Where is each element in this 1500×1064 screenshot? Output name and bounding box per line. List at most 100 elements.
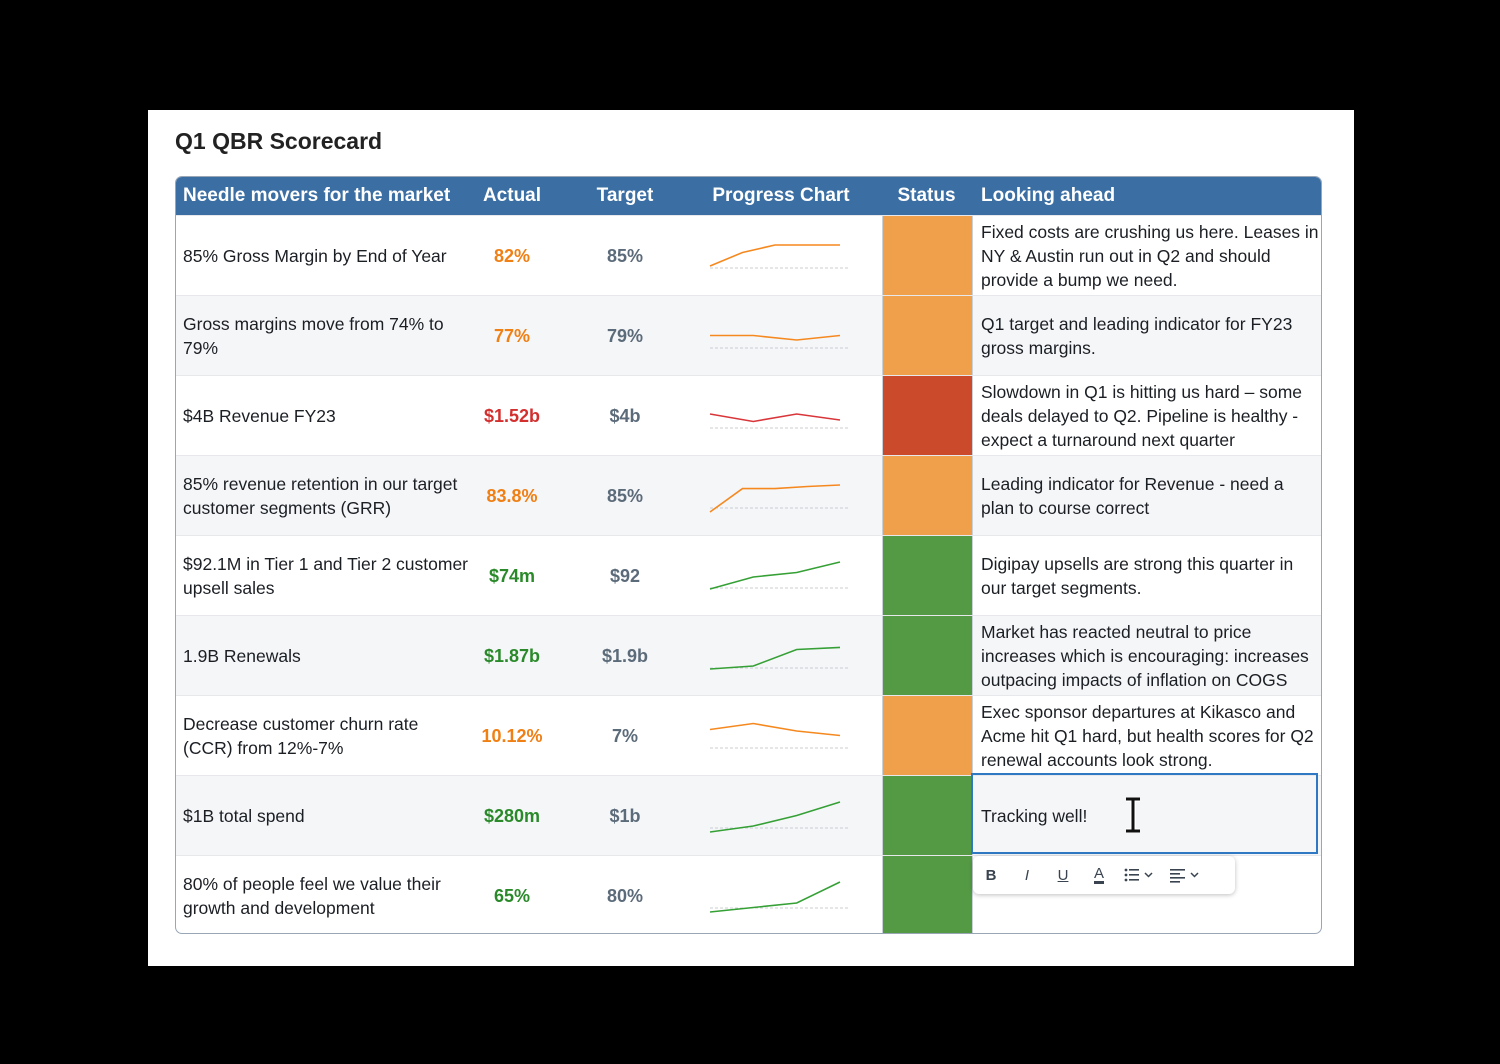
header-metric: Needle movers for the market <box>183 185 451 206</box>
metric-cell[interactable]: 85% Gross Margin by End of Year <box>183 246 447 266</box>
sparkline-chart <box>709 881 848 913</box>
bulleted-list-icon <box>1124 868 1153 882</box>
target-value[interactable]: 7% <box>611 725 638 746</box>
bold-label: B <box>985 866 997 884</box>
target-value[interactable]: $92 <box>609 565 641 586</box>
progress-sparkline <box>681 856 881 933</box>
looking-ahead-cell[interactable]: Digipay upsells are strong this quarter … <box>981 554 1294 598</box>
metric-cell[interactable]: $1B total spend <box>183 806 305 826</box>
progress-sparkline <box>681 536 881 616</box>
metric-cell[interactable]: $4B Revenue FY23 <box>183 406 336 426</box>
metric-cell[interactable]: Decrease customer churn rate (CCR) from … <box>183 714 419 758</box>
progress-sparkline <box>681 696 881 776</box>
target-value[interactable]: $1b <box>609 805 641 826</box>
header-progress-chart: Progress Chart <box>712 185 850 206</box>
table-row: 85% Gross Margin by End of Year 82% 85% Fix… <box>176 215 1321 296</box>
sparkline-chart <box>709 646 848 670</box>
actual-value[interactable]: $1.87b <box>483 645 541 666</box>
align-button[interactable] <box>1163 860 1209 890</box>
sparkline-chart <box>709 244 848 269</box>
header-target: Target <box>596 185 654 206</box>
status-indicator[interactable] <box>882 856 973 933</box>
looking-ahead-cell[interactable]: Exec sponsor departures at Kikasco and A… <box>981 702 1314 770</box>
metric-cell[interactable]: Gross margins move from 74% to 79% <box>183 314 444 358</box>
sparkline-chart <box>709 801 848 833</box>
italic-button[interactable]: I <box>1009 860 1045 890</box>
progress-sparkline <box>681 216 881 296</box>
status-indicator[interactable] <box>882 376 973 456</box>
progress-sparkline <box>681 456 881 536</box>
actual-value[interactable]: 65% <box>493 885 531 906</box>
target-value[interactable]: 85% <box>606 485 644 506</box>
looking-ahead-cell[interactable]: Slowdown in Q1 is hitting us hard – some… <box>981 382 1302 450</box>
status-indicator[interactable] <box>882 216 973 296</box>
text-color-button[interactable]: A <box>1081 860 1117 890</box>
metric-cell[interactable]: 85% revenue retention in our target cust… <box>183 474 458 518</box>
metric-cell[interactable]: 80% of people feel we value their growth… <box>183 874 441 918</box>
sparkline-line <box>709 413 841 423</box>
sparkline-line <box>709 484 841 513</box>
active-cell-editor[interactable] <box>971 773 1318 854</box>
actual-value[interactable]: $280m <box>483 805 541 826</box>
target-value[interactable]: 85% <box>606 245 644 266</box>
actual-value[interactable]: $1.52b <box>483 405 541 426</box>
actual-value[interactable]: $74m <box>488 565 536 586</box>
page-title: Q1 QBR Scorecard <box>175 128 383 154</box>
metric-cell[interactable]: $92.1M in Tier 1 and Tier 2 customer ups… <box>183 554 468 598</box>
status-indicator[interactable] <box>882 536 973 616</box>
sparkline-chart <box>710 334 848 349</box>
format-toolbar: B I U A <box>973 856 1235 894</box>
progress-sparkline <box>681 376 881 456</box>
status-indicator[interactable] <box>882 456 973 536</box>
target-value[interactable]: 80% <box>606 885 644 906</box>
table-row: Gross margins move from 74% to 79% 77% 79%… <box>176 295 1321 376</box>
status-indicator[interactable] <box>882 616 973 696</box>
sparkline-line <box>709 244 840 267</box>
progress-sparkline <box>681 616 881 696</box>
sparkline-line <box>710 334 841 341</box>
scorecard-card: Q1 QBR Scorecard Needle movers for the m… <box>148 110 1354 966</box>
metric-cell[interactable]: 1.9B Renewals <box>183 646 301 666</box>
actual-value[interactable]: 10.12% <box>481 725 543 746</box>
target-value[interactable]: 79% <box>606 325 644 346</box>
header-actual: Actual <box>482 185 542 206</box>
table-row: 80% of people feel we value their growth… <box>176 855 1321 933</box>
status-indicator[interactable] <box>882 776 973 856</box>
target-value[interactable]: $1.9b <box>601 645 649 666</box>
looking-ahead-cell[interactable]: Q1 target and leading indicator for FY23… <box>981 314 1293 358</box>
looking-ahead-cell[interactable]: Tracking well! <box>981 806 1088 826</box>
text-cursor-icon <box>1126 797 1140 833</box>
table-header: Needle movers for the market Actual Targ… <box>176 177 1321 215</box>
actual-value[interactable]: 77% <box>493 325 531 346</box>
looking-ahead-cell[interactable]: Leading indicator for Revenue - need a p… <box>981 474 1284 518</box>
sparkline-line <box>709 722 841 737</box>
progress-sparkline <box>681 296 881 376</box>
table-row: $92.1M in Tier 1 and Tier 2 customer ups… <box>176 535 1321 616</box>
text-color-label: A <box>1093 864 1104 884</box>
header-looking-ahead: Looking ahead <box>981 185 1116 206</box>
scorecard-table: Needle movers for the market Actual Targ… <box>175 176 1322 934</box>
align-left-icon <box>1170 869 1199 883</box>
actual-value[interactable]: 82% <box>493 245 531 266</box>
table-row: $1B total spend $280m $1b Tracking well! <box>176 775 1321 856</box>
status-indicator[interactable] <box>882 296 973 376</box>
sparkline-chart <box>709 722 848 749</box>
table-row: 85% revenue retention in our target cust… <box>176 455 1321 536</box>
sparkline-chart <box>709 484 848 513</box>
table-row: $4B Revenue FY23 $1.52b $4b Slowdown in Q1 … <box>176 375 1321 456</box>
target-value[interactable]: $4b <box>609 405 641 426</box>
sparkline-line <box>709 801 841 833</box>
looking-ahead-cell[interactable]: Fixed costs are crushing us here. Leases… <box>981 222 1319 290</box>
looking-ahead-cell[interactable]: Market has reacted neutral to price incr… <box>981 622 1309 690</box>
status-indicator[interactable] <box>882 696 973 776</box>
actual-value[interactable]: 83.8% <box>486 485 538 506</box>
underline-button[interactable]: U <box>1045 860 1081 890</box>
underline-label: U <box>1057 866 1069 884</box>
sparkline-chart <box>709 413 848 429</box>
sparkline-line <box>709 561 841 590</box>
sparkline-line <box>709 881 841 913</box>
bold-button[interactable]: B <box>973 860 1009 890</box>
list-button[interactable] <box>1117 860 1163 890</box>
table-row: Decrease customer churn rate (CCR) from … <box>176 695 1321 776</box>
sparkline-chart <box>709 561 848 590</box>
